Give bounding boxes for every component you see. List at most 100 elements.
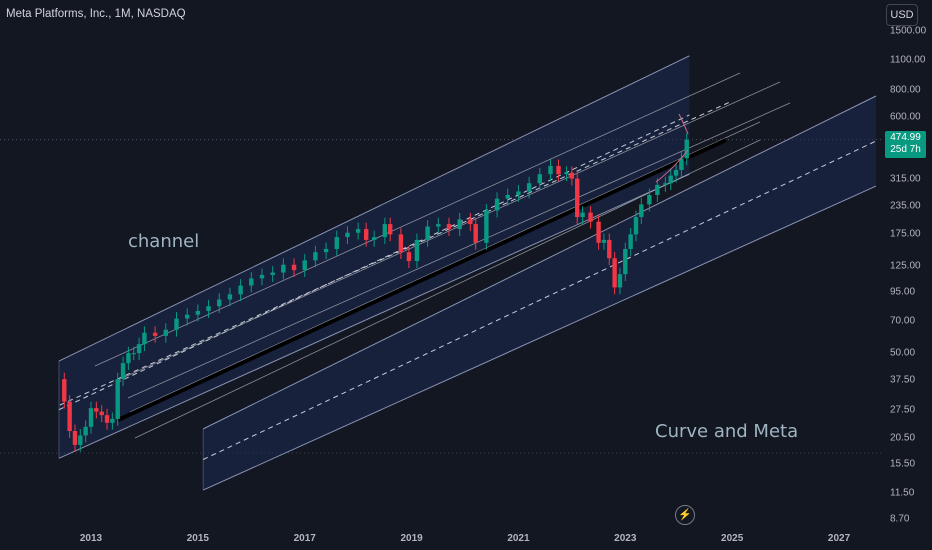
candle-body bbox=[104, 415, 110, 423]
y-tick-label: 1100.00 bbox=[890, 54, 926, 66]
candle-body bbox=[126, 353, 131, 364]
y-tick-label: 95.00 bbox=[890, 286, 916, 298]
candle-body bbox=[163, 329, 169, 336]
channel-upper-line-2 bbox=[202, 95, 877, 430]
candle-body bbox=[355, 229, 361, 233]
candle-body bbox=[457, 219, 462, 230]
candle-body bbox=[668, 175, 673, 184]
candle-body bbox=[195, 310, 201, 315]
y-tick-label: 70.00 bbox=[890, 315, 916, 327]
candle-body bbox=[249, 278, 254, 286]
candle-body bbox=[684, 139, 689, 159]
candle-body bbox=[548, 165, 553, 175]
x-tick-label: 2013 bbox=[79, 533, 103, 544]
channel-upper-line-1 bbox=[58, 55, 690, 362]
x-tick-label: 2021 bbox=[507, 533, 530, 544]
candle-body bbox=[612, 258, 617, 288]
flash-icon[interactable]: ⚡ bbox=[675, 505, 695, 525]
candle-body bbox=[363, 229, 369, 240]
fan-line-4 bbox=[129, 121, 761, 413]
candle-body bbox=[556, 165, 561, 175]
candle-body bbox=[655, 184, 660, 195]
candle-body bbox=[184, 314, 190, 319]
candle-body bbox=[142, 332, 147, 345]
y-tick-label: 125.00 bbox=[890, 260, 921, 272]
candle-body bbox=[227, 294, 233, 300]
candle-body bbox=[302, 260, 307, 271]
candle-body bbox=[270, 272, 275, 275]
candle-body bbox=[398, 234, 404, 253]
x-tick-label: 2017 bbox=[293, 533, 316, 544]
last-price-value: 474.99 bbox=[890, 132, 921, 143]
candle-body bbox=[152, 332, 158, 336]
y-tick-label: 37.50 bbox=[890, 374, 916, 386]
y-tick-label: 1500.00 bbox=[890, 25, 927, 37]
candle-body bbox=[62, 379, 67, 402]
candle-body bbox=[526, 183, 532, 192]
candle-body bbox=[78, 435, 83, 445]
candle-body bbox=[217, 299, 222, 307]
candle-body bbox=[623, 248, 628, 275]
candle-body bbox=[596, 221, 601, 243]
candle-body bbox=[281, 264, 286, 273]
candle-body bbox=[484, 210, 489, 243]
x-tick-label: 2023 bbox=[614, 533, 637, 544]
y-tick-label: 8.70 bbox=[890, 513, 910, 525]
channel-lower-line-1 bbox=[58, 173, 690, 459]
candle-body bbox=[564, 172, 569, 175]
channel-fill-1 bbox=[58, 55, 690, 459]
candle-body bbox=[291, 264, 297, 271]
candle-body bbox=[575, 178, 580, 218]
candle-body bbox=[473, 224, 478, 243]
candles-layer bbox=[62, 133, 689, 452]
candle-body bbox=[601, 239, 607, 243]
y-tick-label: 175.00 bbox=[890, 228, 921, 240]
candle-body bbox=[569, 172, 575, 179]
candle-body bbox=[99, 411, 104, 416]
candle-body bbox=[388, 224, 393, 235]
y-tick-label: 235.00 bbox=[890, 200, 921, 212]
candle-body bbox=[406, 252, 412, 262]
candle-body bbox=[580, 212, 585, 218]
channel-annotation[interactable]: channel bbox=[128, 231, 200, 252]
channel-fill-2 bbox=[203, 95, 876, 491]
candle-body bbox=[371, 237, 377, 240]
candle-body bbox=[83, 426, 88, 436]
candle-body bbox=[446, 224, 452, 230]
candle-body bbox=[238, 285, 243, 295]
dashed-trend-line bbox=[59, 101, 731, 406]
currency-button[interactable]: USD bbox=[886, 4, 918, 26]
last-price-badge: 474.99 25d 7h bbox=[885, 131, 926, 158]
candle-body bbox=[505, 194, 510, 199]
y-tick-label: 50.00 bbox=[890, 347, 916, 359]
x-tick-label: 2015 bbox=[186, 533, 209, 544]
candle-body bbox=[516, 191, 521, 195]
candle-body bbox=[663, 183, 668, 185]
candle-body bbox=[67, 401, 72, 432]
candle-body bbox=[110, 418, 115, 423]
curve-annotation[interactable]: Curve and Meta bbox=[655, 421, 799, 442]
candle-body bbox=[414, 239, 420, 262]
channel-midline-2 bbox=[202, 140, 877, 460]
channel-lower-line-2 bbox=[202, 185, 877, 491]
curve-annotation-line bbox=[655, 149, 689, 183]
y-tick-label: 20.50 bbox=[890, 432, 916, 444]
candle-body bbox=[72, 431, 78, 445]
candle-body bbox=[259, 274, 265, 279]
fan-line-3 bbox=[127, 102, 791, 399]
candle-body bbox=[639, 204, 644, 218]
candle-body bbox=[607, 239, 612, 259]
candle-body bbox=[313, 252, 318, 261]
candle-body bbox=[174, 318, 179, 330]
candle-body bbox=[679, 158, 684, 170]
overlay-layer bbox=[655, 113, 689, 183]
candle-body bbox=[537, 174, 543, 184]
candle-body bbox=[633, 217, 639, 235]
y-tick-label: 800.00 bbox=[890, 84, 921, 96]
candle-body bbox=[206, 306, 211, 311]
y-tick-label: 27.50 bbox=[890, 404, 916, 416]
y-tick-label: 315.00 bbox=[890, 173, 921, 185]
candle-body bbox=[131, 353, 136, 355]
candle-body bbox=[425, 226, 430, 240]
